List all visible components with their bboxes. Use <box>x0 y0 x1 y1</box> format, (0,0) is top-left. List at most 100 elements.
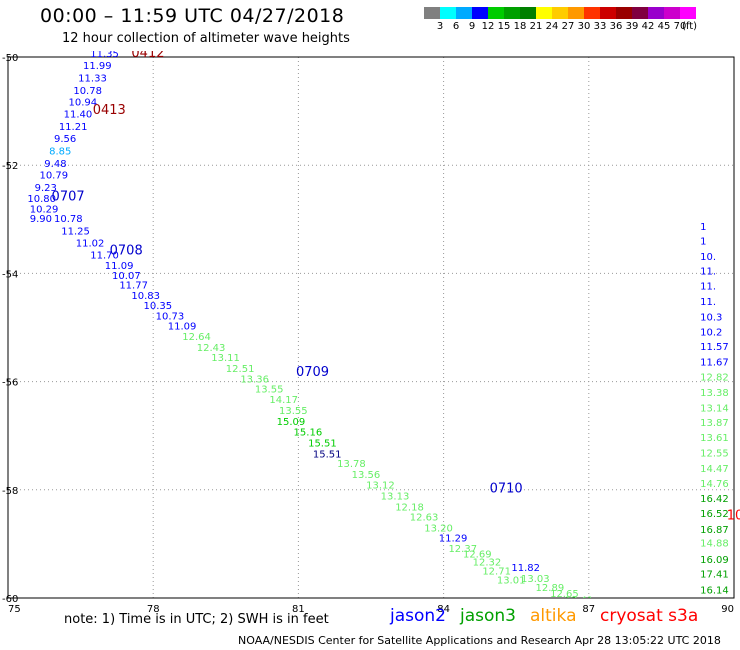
swh-point-label: 12.89 <box>536 583 565 594</box>
swh-point-label: 13.55 <box>255 384 284 395</box>
colorbar-tick-label: 45 <box>657 21 671 32</box>
swh-point-group: 11.3511.9911.3310.7810.9411.4011.219.568… <box>27 46 740 628</box>
colorbar-swatch <box>568 7 584 19</box>
chart-title: 00:00 – 11:59 UTC 04/27/2018 <box>40 5 345 27</box>
swh-point-label: 11.02 <box>76 238 105 249</box>
swh-point-label: 16.14 <box>700 586 729 597</box>
satellite-legend-cryosat-s3a: cryosat s3a <box>600 606 699 626</box>
swh-point-label: 14.47 <box>700 464 729 475</box>
swh-point-label: 13.12 <box>366 481 395 492</box>
satellite-legend-jason3: jason3 <box>460 606 516 626</box>
swh-point-label: 13.01 <box>497 575 526 586</box>
swh-point-label: 13.38 <box>700 388 729 399</box>
colorbar-swatch <box>648 7 664 19</box>
swh-point-label: 11.77 <box>119 281 148 292</box>
swh-point-label: 11.21 <box>59 122 88 133</box>
swh-point-label: 16.42 <box>700 494 729 505</box>
swh-point-label: 8.85 <box>49 146 71 157</box>
colorbar-swatch <box>488 7 504 19</box>
swh-point-label: 16.09 <box>700 555 729 566</box>
swh-point-label: 1 <box>700 222 706 233</box>
swh-point-label: 10.07 <box>112 271 141 282</box>
satellite-legend-altika: altika <box>530 606 577 626</box>
swh-point-label: 11.09 <box>105 261 134 272</box>
swh-point-label: 13.78 <box>337 459 366 470</box>
colorbar-swatch <box>680 7 696 19</box>
track-time-label: 10 <box>727 509 740 524</box>
swh-point-label: 1 <box>700 237 706 248</box>
swh-point-label: 11. <box>700 266 716 277</box>
swh-point-label: 12.32 <box>473 558 502 569</box>
colorbar-tick-label: 15 <box>497 21 511 32</box>
colorbar-tick-label: 27 <box>561 21 575 32</box>
swh-point-label: 14.17 <box>269 395 298 406</box>
swh-point-label: 10.80 <box>27 194 56 205</box>
y-tick-label: -54 <box>2 269 18 280</box>
swh-point-label: 15.09 <box>277 417 306 428</box>
swh-point-label: 15.16 <box>294 428 323 439</box>
swh-point-label: 10.29 <box>30 204 59 215</box>
swh-point-label: 9.48 <box>44 159 66 170</box>
colorbar-tick-label: 33 <box>593 21 607 32</box>
chart-subtitle: 12 hour collection of altimeter wave hei… <box>62 31 350 46</box>
swh-point-label: 17.41 <box>700 569 729 580</box>
colorbar-swatch <box>616 7 632 19</box>
swh-point-label: 11. <box>700 297 716 308</box>
swh-point-label: 12.18 <box>395 502 424 513</box>
colorbar-swatch <box>632 7 648 19</box>
colorbar-tick-label: 36 <box>609 21 623 32</box>
colorbar-tick-label: 30 <box>577 21 591 32</box>
swh-point-label: 12.41 <box>565 595 594 606</box>
x-tick-label: 87 <box>582 604 595 615</box>
colorbar-tick-label: 18 <box>513 21 527 32</box>
x-tick-label: 90 <box>721 604 734 615</box>
colorbar-swatch <box>600 7 616 19</box>
swh-point-label: 12.65 <box>550 589 579 600</box>
colorbar-tick-label: 21 <box>529 21 543 32</box>
swh-point-label: 13.14 <box>700 403 729 414</box>
swh-point-label: 12.69 <box>463 549 492 560</box>
swh-point-label: 9.56 <box>54 134 76 145</box>
swh-point-label: 13.13 <box>381 492 410 503</box>
swh-point-label: 10.3 <box>700 312 722 323</box>
swh-point-label: 13.55 <box>279 406 308 417</box>
swh-point-label: 11.33 <box>78 73 107 84</box>
footer-note: note: 1) Time is in UTC; 2) SWH is in fe… <box>64 612 329 627</box>
swh-point-label: 15.51 <box>313 449 342 460</box>
swh-point-label: 13.87 <box>700 418 729 429</box>
swh-point-label: 17.19 <box>700 617 729 628</box>
satellite-legend-jason2: jason2 <box>390 606 446 626</box>
swh-point-label: 12.37 <box>448 544 477 555</box>
colorbar-swatch <box>552 7 568 19</box>
swh-point-label: 11.99 <box>83 61 112 72</box>
swh-point-label: 15.51 <box>308 439 337 450</box>
swh-point-label: 13.20 <box>424 523 453 534</box>
track-time-label: 0412 <box>131 46 164 61</box>
track-time-label: 0710 <box>490 482 523 497</box>
swh-point-label: 9.90 <box>30 214 52 225</box>
colorbar-swatch <box>584 7 600 19</box>
swh-point-label: 12.51 <box>226 364 255 375</box>
x-tick-label: 78 <box>147 604 160 615</box>
colorbar-swatch <box>664 7 680 19</box>
swh-point-label: 9.23 <box>35 183 57 194</box>
track-time-label: 0709 <box>296 365 329 380</box>
swh-point-label: 13.03 <box>521 574 550 585</box>
track-time-label: 0707 <box>52 189 85 204</box>
swh-point-label: 11.35 <box>90 49 119 60</box>
plot-frame <box>7 56 735 599</box>
swh-point-label: 13.11 <box>211 353 240 364</box>
colorbar-swatch <box>472 7 488 19</box>
footer-credit: NOAA/NESDIS Center for Satellite Applica… <box>238 634 721 647</box>
x-tick-label: 81 <box>292 604 305 615</box>
swh-point-label: 14.88 <box>700 539 729 550</box>
swh-point-label: 12.63 <box>410 513 439 524</box>
colorbar-swatch <box>504 7 520 19</box>
swh-point-label: 12.82 <box>700 373 729 384</box>
swh-point-label: 12.55 <box>700 448 729 459</box>
colorbar-swatch <box>440 7 456 19</box>
swh-point-label: 12.43 <box>197 343 226 354</box>
colorbar-tick-label: 39 <box>625 21 639 32</box>
colorbar-tick-label: 24 <box>545 21 559 32</box>
